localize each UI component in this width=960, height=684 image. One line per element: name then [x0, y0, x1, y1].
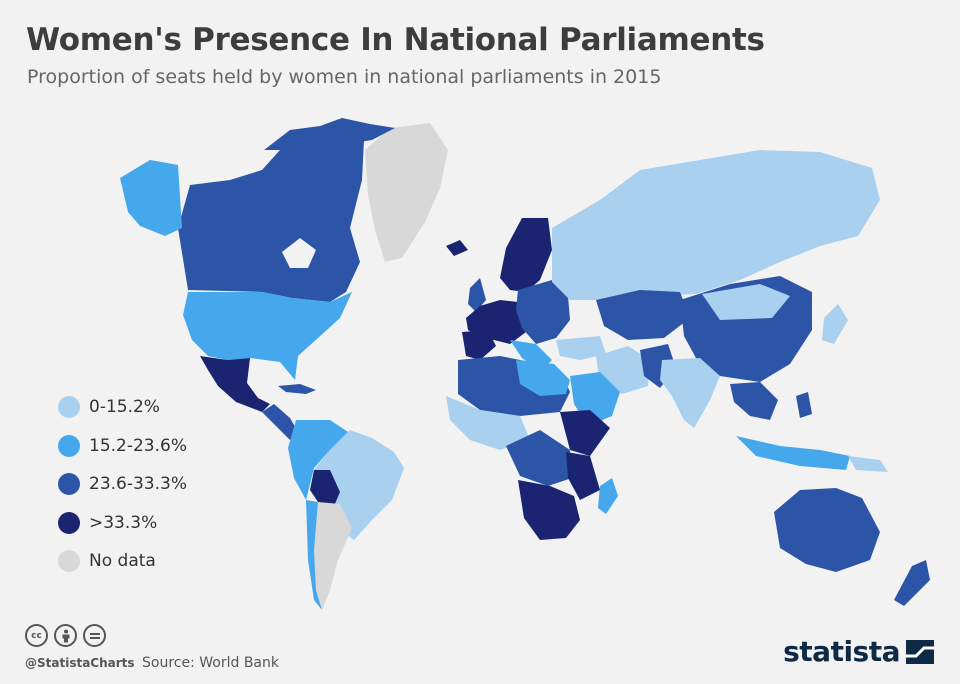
legend-item-15-23: 15.2-23.6%	[58, 427, 187, 466]
logo-wordmark: statista	[783, 635, 900, 668]
cc-icon[interactable]: cc	[25, 624, 48, 647]
region-se-asia	[730, 382, 778, 420]
region-chile	[306, 500, 322, 610]
region-west-africa	[446, 396, 530, 450]
legend-item-over-33: >33.3%	[58, 504, 187, 543]
legend-item-0-15: 0-15.2%	[58, 388, 187, 427]
legend: 0-15.2% 15.2-23.6% 23.6-33.3% >33.3% No …	[58, 388, 187, 581]
statista-logo[interactable]: statista	[783, 635, 934, 668]
chart-title: Women's Presence In National Parliaments	[26, 22, 765, 58]
license-icons: cc	[25, 624, 106, 647]
legend-label: 23.6-33.3%	[89, 474, 187, 495]
region-eastern-europe	[516, 280, 570, 344]
logo-mark-icon	[906, 639, 934, 664]
region-alaska	[120, 160, 182, 236]
source-note: Source: World Bank	[142, 655, 279, 671]
region-turkey	[556, 336, 606, 360]
region-russia	[552, 150, 880, 300]
legend-label: 0-15.2%	[89, 397, 160, 418]
legend-item-no-data: No data	[58, 542, 187, 581]
legend-swatch	[58, 396, 80, 419]
region-usa	[183, 292, 352, 380]
region-mongolia	[702, 284, 790, 320]
region-argentina	[314, 502, 352, 610]
region-hudson-bay	[282, 238, 316, 268]
chart-subtitle: Proportion of seats held by women in nat…	[27, 66, 662, 88]
region-uk	[468, 278, 486, 312]
region-iberia	[462, 330, 496, 360]
legend-swatch	[58, 511, 80, 534]
region-south-america-nw	[288, 420, 348, 500]
legend-label: 15.2-23.6%	[89, 435, 187, 456]
by-icon[interactable]	[54, 624, 77, 647]
region-southern-africa	[518, 480, 580, 540]
twitter-handle[interactable]: @StatistaCharts	[25, 656, 135, 670]
legend-label: No data	[89, 551, 156, 572]
region-horn-africa	[560, 410, 610, 456]
region-madagascar	[598, 478, 618, 514]
region-libya-egypt	[516, 360, 570, 396]
nd-icon[interactable]	[83, 624, 106, 647]
region-india	[660, 358, 720, 428]
region-canada	[178, 128, 364, 302]
legend-label: >33.3%	[89, 512, 158, 533]
region-caribbean	[278, 384, 316, 394]
region-indonesia	[736, 436, 850, 470]
region-arctic-islands	[264, 118, 395, 150]
region-central-asia	[596, 290, 690, 340]
legend-swatch	[58, 550, 80, 573]
legend-swatch	[58, 434, 80, 457]
region-central-america	[262, 404, 298, 440]
region-mexico	[200, 356, 270, 412]
region-papua	[848, 456, 888, 472]
region-japan	[822, 304, 848, 344]
region-scandinavia	[500, 218, 552, 292]
region-new-zealand	[894, 560, 930, 606]
region-iceland	[446, 240, 468, 256]
legend-item-23-33: 23.6-33.3%	[58, 465, 187, 504]
region-east-africa	[566, 452, 600, 500]
region-greenland	[365, 123, 448, 262]
region-australia	[774, 488, 880, 572]
region-philippines	[796, 392, 812, 418]
region-bolivia	[310, 470, 340, 506]
legend-swatch	[58, 473, 80, 496]
region-central-africa	[506, 430, 572, 486]
